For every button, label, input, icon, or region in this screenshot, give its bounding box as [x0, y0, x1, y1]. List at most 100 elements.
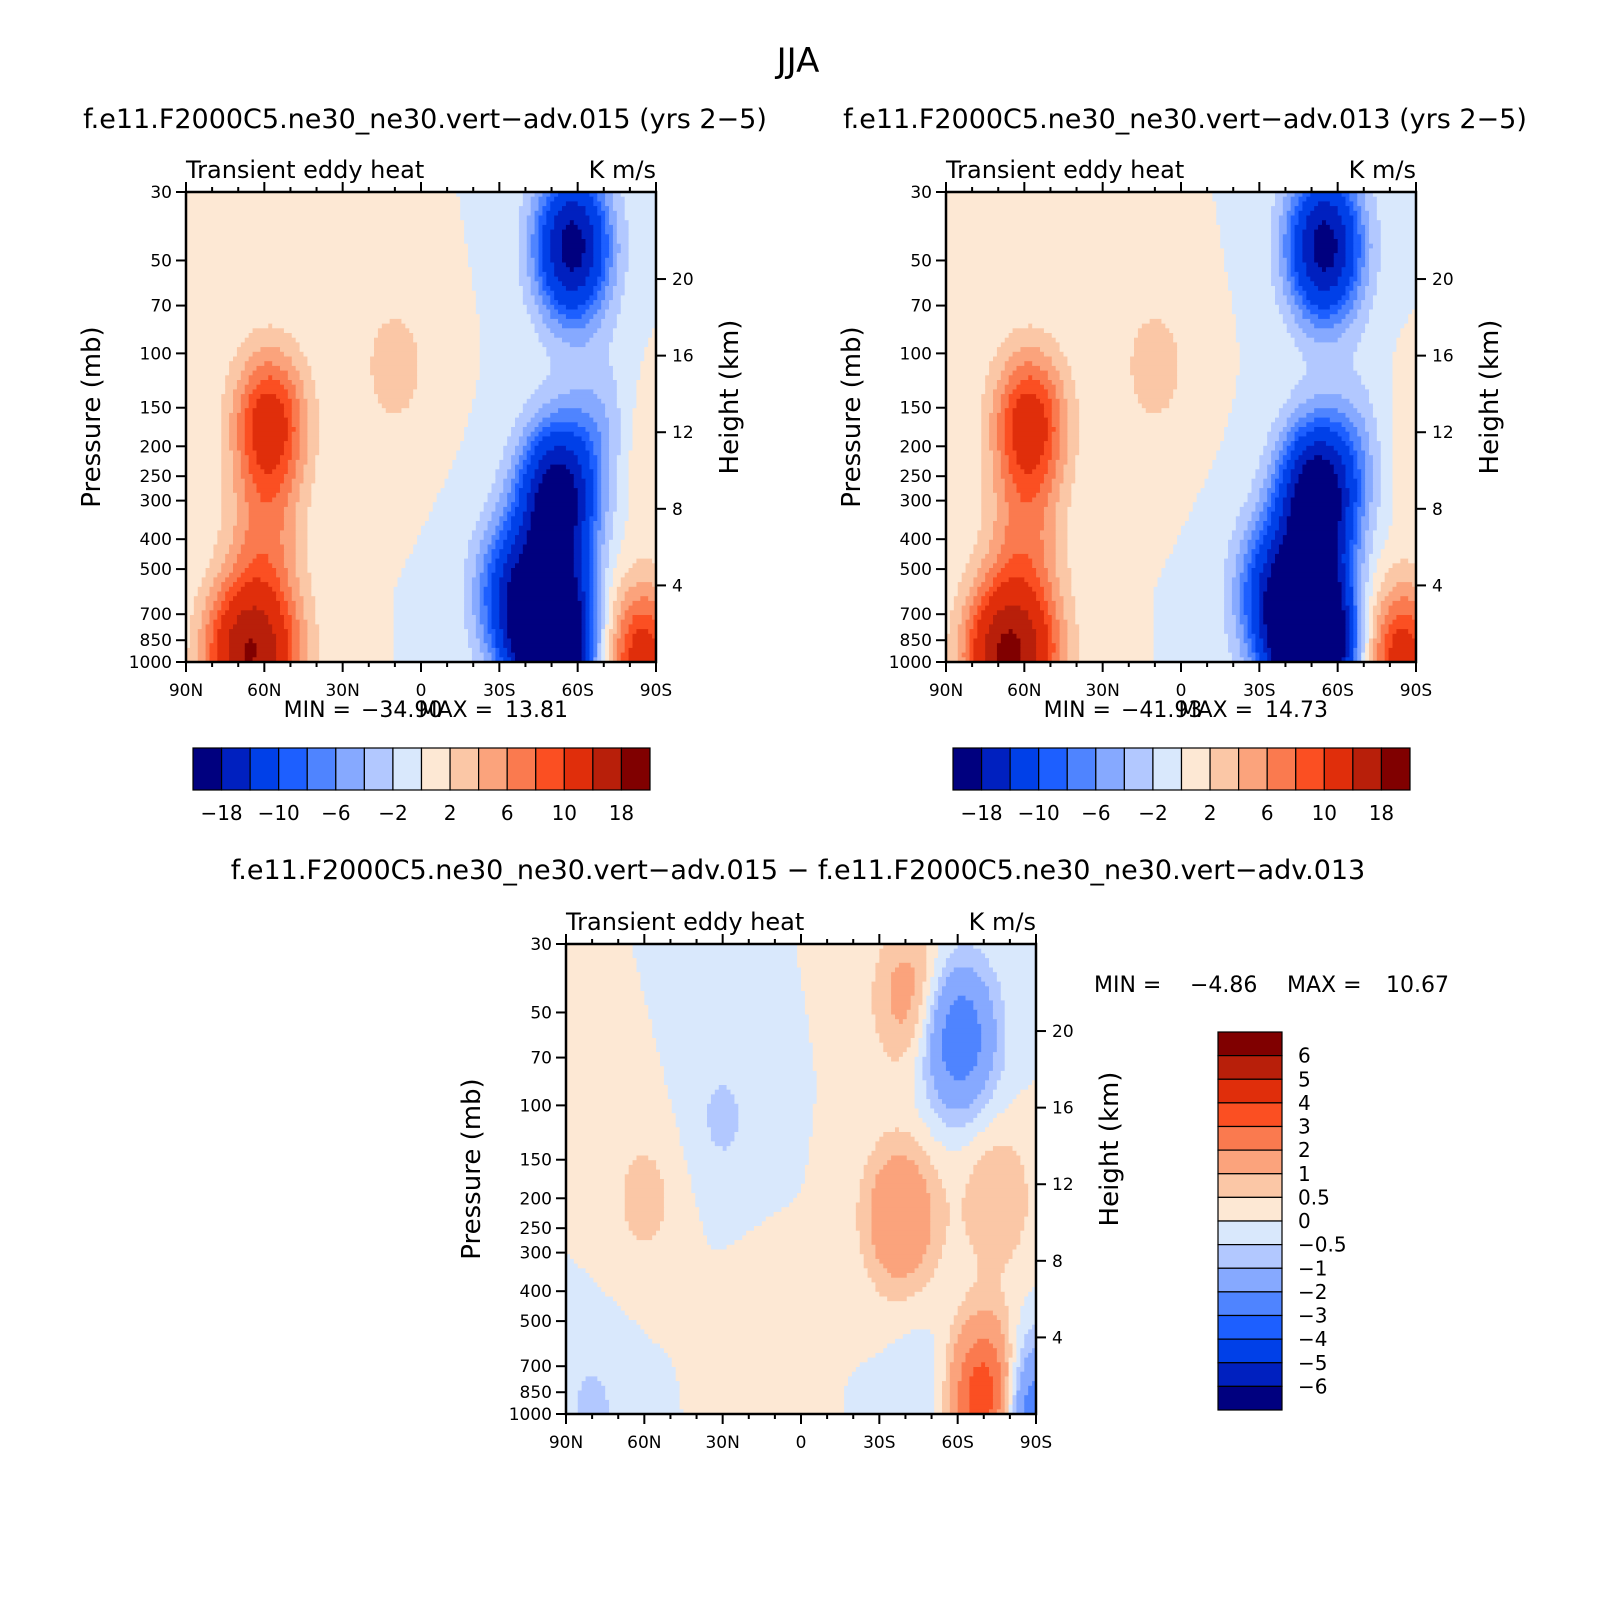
contour-cell [236, 441, 246, 447]
contour-cell [1294, 229, 1304, 235]
contour-cell [515, 657, 583, 663]
contour-cell [926, 1005, 931, 1011]
contour-cell [233, 450, 242, 456]
contour-cell [875, 1014, 896, 1020]
contour-cell [605, 572, 614, 578]
contour-cell [1337, 572, 1347, 578]
contour-cell [640, 986, 802, 992]
contour-cell [1357, 506, 1366, 513]
contour-cell [914, 981, 924, 987]
contour-cell [186, 398, 222, 405]
contour-cell [542, 234, 551, 240]
contour-cell [471, 647, 481, 654]
contour-cell [922, 1075, 935, 1081]
contour-cell [926, 1009, 931, 1016]
contour-cell [593, 224, 602, 231]
contour-cell [444, 478, 497, 484]
contour-cell [949, 953, 986, 959]
contour-cell [1376, 633, 1382, 640]
contour-cell [624, 647, 630, 654]
contour-cell [522, 459, 532, 466]
colorbar-box [1152, 747, 1183, 791]
contour-cell [1286, 488, 1296, 494]
contour-cell [1063, 389, 1076, 395]
contour-cell [1294, 464, 1304, 470]
contour-cell [1392, 408, 1417, 414]
contour-cell [628, 469, 657, 475]
contour-cell [534, 271, 540, 278]
contour-cell [526, 535, 575, 541]
contour-cell [213, 629, 218, 635]
contour-cell [283, 506, 297, 513]
contour-cell [934, 1075, 955, 1081]
contour-cell [1388, 530, 1417, 536]
contour-cell [722, 1146, 728, 1152]
contour-cell [319, 398, 379, 405]
contour-cell [491, 652, 497, 658]
contour-cell [1365, 497, 1374, 503]
contour-cell [581, 464, 591, 470]
contour-cell [620, 408, 634, 414]
contour-field [186, 192, 657, 663]
contour-cell [1380, 469, 1394, 475]
contour-cell [1267, 492, 1272, 499]
contour-cell [233, 389, 246, 395]
contour-cell [1349, 210, 1358, 217]
contour-cell [601, 647, 606, 654]
contour-cell [1357, 605, 1362, 611]
contour-cell [1294, 210, 1300, 217]
contour-cell [1357, 572, 1362, 578]
contour-cell [969, 638, 975, 644]
contour-cell [186, 563, 211, 569]
contour-cell [197, 591, 211, 597]
contour-cell [612, 577, 622, 583]
contour-cell [993, 521, 1010, 527]
contour-cell [1134, 375, 1178, 381]
contour-cell [417, 535, 473, 541]
contour-cell [1153, 624, 1225, 630]
contour-cell [236, 502, 250, 508]
contour-cell [1016, 450, 1045, 456]
x-tick-label: 60S [1321, 681, 1353, 701]
contour-cell [1372, 192, 1417, 198]
contour-cell [479, 342, 544, 348]
contour-cell [1016, 1150, 1037, 1157]
contour-cell [291, 478, 305, 484]
contour-cell [1055, 506, 1069, 513]
contour-cell [609, 643, 614, 649]
contour-cell [1345, 568, 1351, 574]
contour-cell [1004, 1042, 1037, 1048]
contour-cell [1043, 539, 1057, 546]
contour-cell [1020, 1155, 1037, 1161]
contour-cell [248, 356, 293, 362]
contour-cell [479, 647, 489, 654]
contour-cell [996, 427, 1006, 433]
contour-cell [566, 1099, 673, 1105]
contour-cell [989, 441, 998, 447]
contour-cell [1055, 605, 1065, 611]
contour-cell [1337, 553, 1343, 560]
contour-cell [1365, 478, 1374, 484]
contour-cell [1357, 624, 1362, 630]
contour-cell [236, 422, 246, 428]
contour-cell [738, 1122, 814, 1128]
contour-cell [562, 337, 591, 343]
contour-cell [946, 380, 986, 386]
contour-cell [797, 948, 880, 954]
contour-cell [1353, 643, 1358, 649]
contour-cell [1137, 394, 1174, 400]
right-string: K m/s [1349, 156, 1416, 184]
contour-cell [468, 553, 477, 560]
contour-cell [205, 600, 215, 607]
contour-cell [675, 1122, 708, 1128]
contour-cell [1071, 370, 1131, 376]
contour-cell [471, 403, 524, 409]
contour-cell [526, 464, 540, 470]
contour-cell [577, 577, 583, 583]
contour-cell [1016, 455, 1041, 461]
contour-cell [1282, 286, 1292, 292]
contour-cell [287, 572, 297, 578]
contour-cell [585, 643, 591, 649]
contour-cell [315, 384, 375, 390]
contour-cell [287, 431, 293, 437]
